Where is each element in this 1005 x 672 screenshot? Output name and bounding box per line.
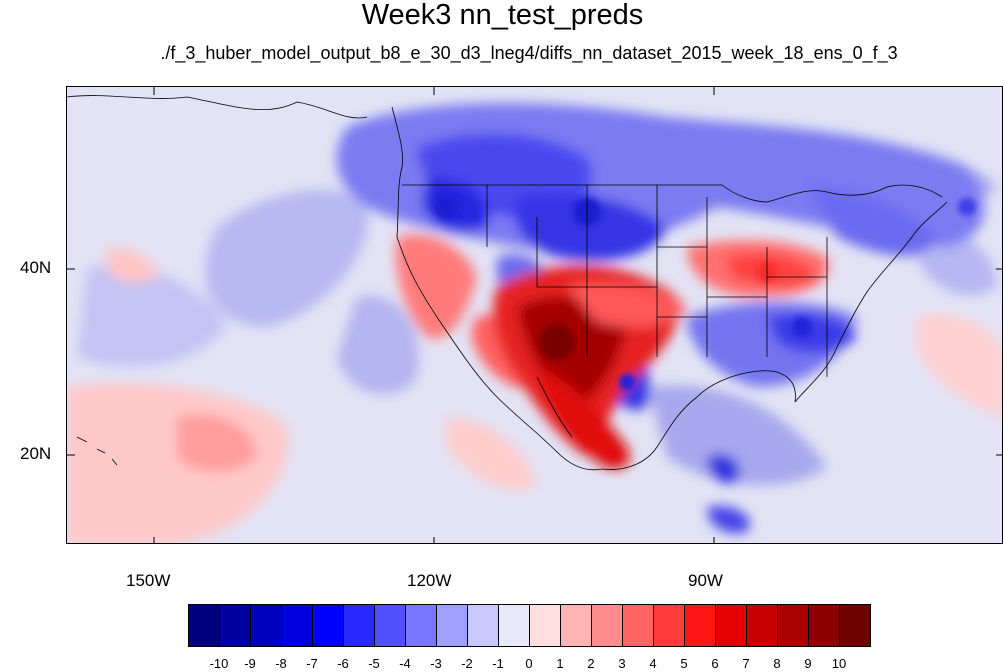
- colorbar-tick-label: -4: [399, 656, 411, 671]
- colorbar-tick-label: 7: [742, 656, 750, 671]
- colorbar-tick-label: 2: [587, 656, 595, 671]
- plot-subtitle: ./f_3_huber_model_output_b8_e_30_d3_lneg…: [160, 43, 898, 63]
- colorbar-swatch: [467, 604, 499, 647]
- colorbar-tick-label: -7: [306, 656, 318, 671]
- colorbar-tick-label: 3: [618, 656, 626, 671]
- colorbar-swatch: [405, 604, 437, 647]
- colorbar-tick-label: 1: [556, 656, 564, 671]
- colorbar-swatches: [188, 604, 871, 647]
- colorbar-swatch: [529, 604, 561, 647]
- lon-label-120w: 120W: [407, 571, 452, 590]
- map-ticks: [67, 87, 1002, 543]
- colorbar-tick-label: -10: [209, 656, 229, 671]
- colorbar-swatch: [777, 604, 809, 647]
- colorbar-tick-label: 10: [831, 656, 847, 671]
- colorbar-swatch: [343, 604, 375, 647]
- lat-label-40n: 40N: [20, 258, 52, 277]
- colorbar-swatch: [622, 604, 654, 647]
- colorbar-tick-label: -6: [337, 656, 349, 671]
- coastline-layer: [67, 95, 948, 471]
- colorbar: [188, 604, 871, 647]
- colorbar-swatch: [188, 604, 220, 647]
- map-panel: [66, 86, 1003, 544]
- colorbar-swatch: [591, 604, 623, 647]
- colorbar-tick-label: -3: [430, 656, 442, 671]
- colorbar-tick-label: -9: [244, 656, 256, 671]
- colorbar-tick-label: 9: [804, 656, 812, 671]
- colorbar-swatch: [839, 604, 871, 647]
- colorbar-swatch: [498, 604, 530, 647]
- colorbar-swatch: [374, 604, 406, 647]
- colorbar-tick-label: -8: [275, 656, 287, 671]
- colorbar-tick-label: 0: [525, 656, 533, 671]
- colorbar-swatch: [653, 604, 685, 647]
- map-field-plot: [67, 87, 1002, 543]
- colorbar-swatch: [808, 604, 840, 647]
- plot-title: Week3 nn_test_preds: [361, 0, 644, 31]
- colorbar-tick-label: 6: [711, 656, 719, 671]
- colorbar-swatch: [560, 604, 592, 647]
- colorbar-swatch: [715, 604, 747, 647]
- colorbar-swatch: [746, 604, 778, 647]
- colorbar-tick-label: 4: [649, 656, 657, 671]
- colorbar-tick-label: 5: [680, 656, 688, 671]
- lat-label-20n: 20N: [20, 444, 52, 463]
- colorbar-swatch: [684, 604, 716, 647]
- colorbar-tick-label: -1: [492, 656, 504, 671]
- colorbar-swatch: [281, 604, 313, 647]
- lon-label-90w: 90W: [688, 571, 723, 590]
- colorbar-swatch: [250, 604, 282, 647]
- colorbar-swatch: [219, 604, 251, 647]
- field-smooth-layer: [67, 103, 1002, 543]
- colorbar-tick-label: -5: [368, 656, 380, 671]
- colorbar-tick-label: -2: [461, 656, 473, 671]
- colorbar-swatch: [436, 604, 468, 647]
- lon-label-150w: 150W: [126, 571, 171, 590]
- colorbar-tick-label: 8: [773, 656, 781, 671]
- colorbar-swatch: [312, 604, 344, 647]
